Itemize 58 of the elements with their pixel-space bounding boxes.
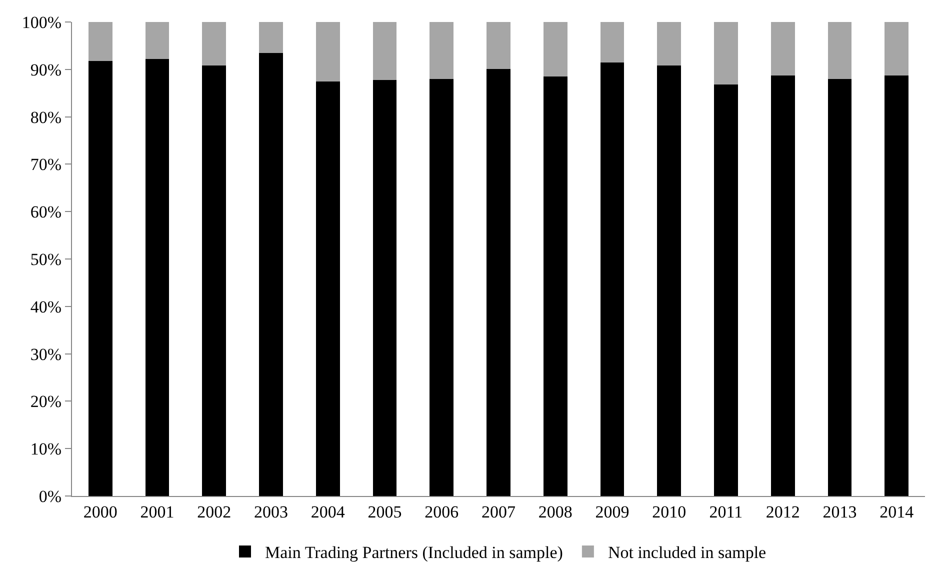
x-tick-label: 2006 (424, 502, 459, 522)
bar (316, 82, 340, 496)
bar (828, 22, 852, 79)
bar (770, 22, 795, 76)
bar (828, 78, 852, 496)
bar (600, 22, 624, 62)
bar (884, 22, 909, 76)
bar (657, 22, 682, 66)
x-tick-label: 2007 (482, 502, 516, 522)
bar (88, 60, 112, 496)
bar (145, 22, 170, 59)
x-tick-label: 2005 (368, 502, 402, 522)
bar (884, 76, 909, 496)
legend-label: Not included in sample (608, 543, 766, 562)
bar (259, 22, 283, 53)
bar (372, 22, 397, 80)
bar (145, 58, 170, 496)
y-tick-label: 60% (30, 202, 62, 222)
y-tick-label: 80% (30, 108, 62, 127)
bar (770, 76, 795, 496)
x-tick-label: 2012 (766, 502, 800, 522)
x-tick-label: 2009 (595, 502, 630, 522)
bar (259, 52, 283, 496)
x-tick-label: 2010 (652, 502, 686, 522)
y-tick-label: 70% (30, 155, 62, 174)
legend-label: Main Trading Partners (Included in sample) (265, 543, 563, 562)
y-tick-label: 90% (30, 60, 62, 80)
bar (543, 76, 568, 496)
x-tick-label: 2014 (880, 502, 914, 522)
bar (657, 66, 682, 496)
bar (202, 22, 226, 66)
bar (714, 22, 738, 85)
bar (486, 22, 510, 69)
bar (600, 62, 624, 496)
y-tick-label: 100% (22, 12, 62, 32)
x-tick-label: 2011 (709, 502, 743, 522)
y-tick-label: 40% (30, 297, 62, 316)
x-tick-label: 2002 (197, 502, 232, 522)
x-tick-label: 2013 (822, 502, 857, 522)
bar (372, 80, 397, 496)
y-tick-label: 30% (30, 344, 62, 364)
x-tick-label: 2001 (140, 502, 174, 522)
bar (430, 22, 454, 79)
y-tick-label: 50% (30, 250, 62, 269)
y-tick-label: 20% (30, 392, 62, 412)
bar (486, 68, 510, 496)
x-tick-label: 2008 (538, 502, 572, 522)
x-tick-label: 2003 (254, 502, 288, 522)
x-tick-label: 2004 (310, 502, 346, 522)
y-tick-label: 0% (38, 486, 62, 506)
bar (88, 22, 112, 61)
bar (202, 66, 226, 496)
bar (316, 22, 340, 82)
y-tick-label: 10% (30, 440, 62, 459)
x-tick-label: 2000 (83, 502, 118, 522)
bar (543, 22, 568, 77)
bar (714, 84, 738, 496)
bar (430, 78, 454, 496)
